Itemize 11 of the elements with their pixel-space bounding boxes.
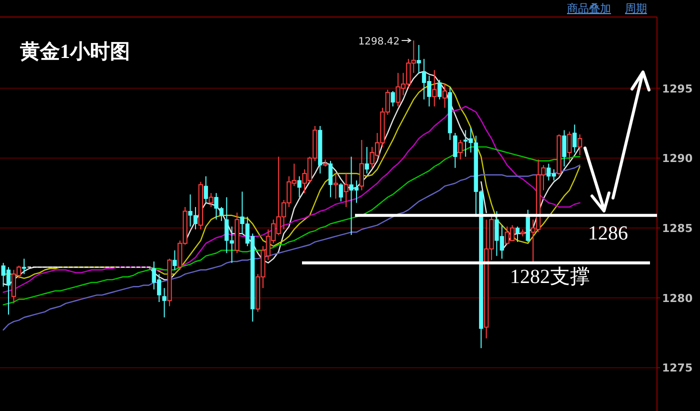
text: 黄金1小时图 [19, 41, 130, 63]
ref-line-label: 1282支撑 [510, 266, 590, 288]
y-tick-label: 1295 [662, 82, 693, 96]
y-tick-label: 1285 [662, 222, 693, 235]
text: 周期 [625, 2, 647, 15]
text: 商品叠加 [567, 2, 611, 15]
legend-label: 1286 [588, 222, 628, 244]
y-tick-label: 1275 [662, 362, 693, 375]
annotation: 1298.42 [358, 36, 400, 48]
y-tick-label: 1290 [662, 152, 693, 166]
y-tick-label: 1280 [662, 292, 693, 305]
